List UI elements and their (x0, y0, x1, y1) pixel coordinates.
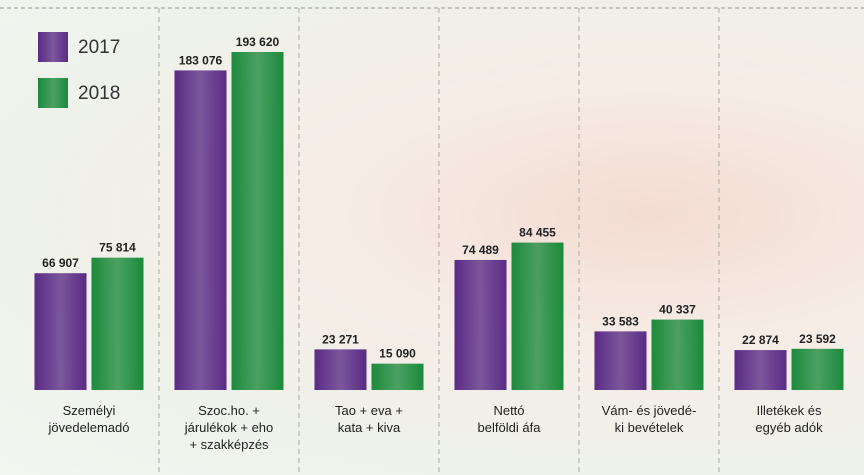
x-tick-label: Személyi jövedelemadó (19, 402, 159, 436)
bar (175, 70, 227, 390)
bar (735, 350, 787, 390)
bar (35, 273, 87, 390)
legend-swatch (38, 78, 68, 108)
value-label: 22 874 (742, 333, 779, 347)
bar (792, 349, 844, 390)
value-label: 193 620 (236, 35, 280, 49)
legend-swatch (38, 32, 68, 62)
value-label: 23 592 (799, 332, 836, 346)
bar (232, 52, 284, 390)
x-tick-label: Illetékek és egyéb adók (719, 402, 859, 436)
legend-label: 2018 (78, 83, 120, 104)
x-tick-label: Szoc.ho. + járulékok + eho + szakképzés (159, 402, 299, 453)
value-label: 33 583 (602, 314, 639, 328)
value-label: 40 337 (659, 303, 696, 317)
bar (315, 349, 367, 390)
bar (595, 331, 647, 390)
value-label: 66 907 (42, 256, 79, 270)
x-tick-label: Vám- és jövedé- ki bevételek (579, 402, 719, 436)
value-label: 75 814 (99, 241, 136, 255)
value-label: 74 489 (462, 243, 499, 257)
chart: 66 907 75 814 183 076 193 620 23 271 15 090 74… (0, 0, 864, 475)
value-label: 183 076 (179, 53, 223, 67)
bar (92, 258, 144, 390)
bar (372, 364, 424, 390)
bar (455, 260, 507, 390)
value-label: 84 455 (519, 226, 556, 240)
legend-label: 2017 (78, 37, 120, 58)
bar (652, 320, 704, 390)
value-label: 15 090 (379, 347, 416, 361)
bar (512, 243, 564, 390)
x-tick-label: Tao + eva + kata + kiva (299, 402, 439, 436)
value-label: 23 271 (322, 332, 359, 346)
x-tick-label: Nettó belföldi áfa (439, 402, 579, 436)
